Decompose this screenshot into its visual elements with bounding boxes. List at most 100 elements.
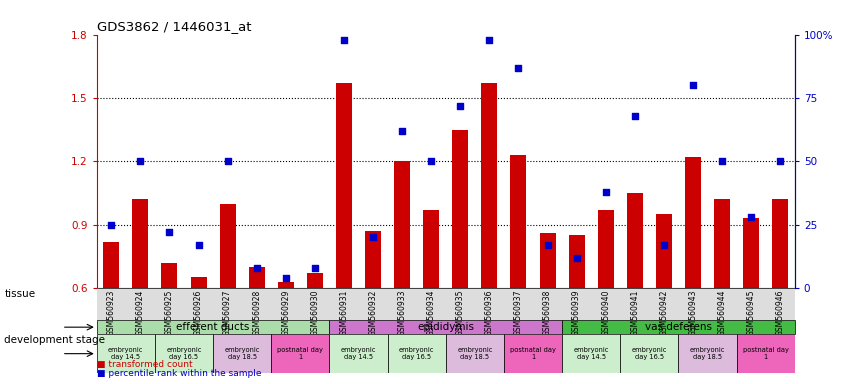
Bar [97,334,155,373]
Text: GSM560938: GSM560938 [543,290,552,336]
Text: GSM560937: GSM560937 [514,290,523,336]
Bar [307,273,323,288]
Point [221,158,235,164]
Text: GSM560934: GSM560934 [426,290,436,336]
Text: GSM560929: GSM560929 [281,290,290,336]
Text: embryonic
day 18.5: embryonic day 18.5 [458,347,493,360]
Bar [569,235,584,288]
Text: embryonic
day 14.5: embryonic day 14.5 [108,347,144,360]
Text: GSM560923: GSM560923 [107,290,116,336]
Point [425,158,438,164]
Point [453,103,467,109]
Text: GSM560930: GSM560930 [310,290,320,336]
Bar [365,231,381,288]
Text: GSM560943: GSM560943 [689,290,697,336]
Text: GSM560926: GSM560926 [194,290,203,336]
Bar [103,242,119,288]
Text: GSM560935: GSM560935 [456,290,465,336]
Text: GDS3862 / 1446031_at: GDS3862 / 1446031_at [97,20,251,33]
Text: GSM560942: GSM560942 [659,290,669,336]
Bar [330,320,562,334]
Text: postnatal day
1: postnatal day 1 [510,347,556,360]
Text: GSM560945: GSM560945 [747,290,755,336]
Text: embryonic
day 16.5: embryonic day 16.5 [167,347,202,360]
Bar [446,334,504,373]
Point [308,265,321,271]
Bar [656,214,672,288]
Bar [562,320,795,334]
Bar [737,334,795,373]
Point [134,158,147,164]
Text: development stage: development stage [4,335,105,345]
Bar [481,83,497,288]
Text: embryonic
day 14.5: embryonic day 14.5 [341,347,376,360]
Bar [249,267,265,288]
Point [774,158,787,164]
Point [628,113,642,119]
Text: tissue: tissue [4,289,35,299]
Bar [388,334,446,373]
Bar [598,210,614,288]
Bar [394,161,410,288]
Bar [452,130,468,288]
Text: ■ percentile rank within the sample: ■ percentile rank within the sample [97,369,262,378]
Point [279,275,293,281]
Text: embryonic
day 16.5: embryonic day 16.5 [399,347,434,360]
Bar [191,277,207,288]
Point [337,36,351,43]
Point [657,242,670,248]
Text: GSM560925: GSM560925 [165,290,174,336]
Text: GSM560940: GSM560940 [601,290,611,336]
Bar [336,83,352,288]
Bar [620,334,679,373]
Bar [278,282,294,288]
Text: ■ transformed count: ■ transformed count [97,360,193,369]
Text: GSM560944: GSM560944 [717,290,727,336]
Point [716,158,729,164]
Text: vas deferens: vas deferens [645,322,712,332]
Bar [271,334,330,373]
Text: GSM560931: GSM560931 [340,290,348,336]
Bar [679,334,737,373]
Point [250,265,263,271]
Point [162,229,176,235]
Text: embryonic
day 18.5: embryonic day 18.5 [225,347,260,360]
Text: GSM560924: GSM560924 [136,290,145,336]
Text: GSM560932: GSM560932 [368,290,378,336]
Text: GSM560933: GSM560933 [398,290,406,336]
Text: postnatal day
1: postnatal day 1 [743,347,789,360]
Bar [132,199,148,288]
Point [104,222,118,228]
Bar [743,218,759,288]
Bar [330,334,388,373]
Bar [97,320,330,334]
Bar [155,334,213,373]
Bar [510,155,526,288]
Text: embryonic
day 14.5: embryonic day 14.5 [574,347,609,360]
Bar [220,204,235,288]
Point [395,128,409,134]
Bar [562,334,621,373]
Text: embryonic
day 16.5: embryonic day 16.5 [632,347,667,360]
Point [599,189,612,195]
Text: GSM560939: GSM560939 [572,290,581,336]
Text: efferent ducts: efferent ducts [177,322,250,332]
Point [192,242,205,248]
Bar [685,157,701,288]
Point [541,242,554,248]
Bar [772,199,788,288]
Point [686,82,700,88]
Bar [213,334,271,373]
Point [744,214,758,220]
Bar [161,263,177,288]
Bar [540,233,556,288]
Point [570,255,584,261]
Text: GSM560946: GSM560946 [775,290,785,336]
Bar [504,334,562,373]
Bar [423,210,439,288]
Text: embryonic
day 18.5: embryonic day 18.5 [690,347,725,360]
Bar [627,193,643,288]
Text: GSM560941: GSM560941 [630,290,639,336]
Point [511,65,525,71]
Bar [714,199,730,288]
